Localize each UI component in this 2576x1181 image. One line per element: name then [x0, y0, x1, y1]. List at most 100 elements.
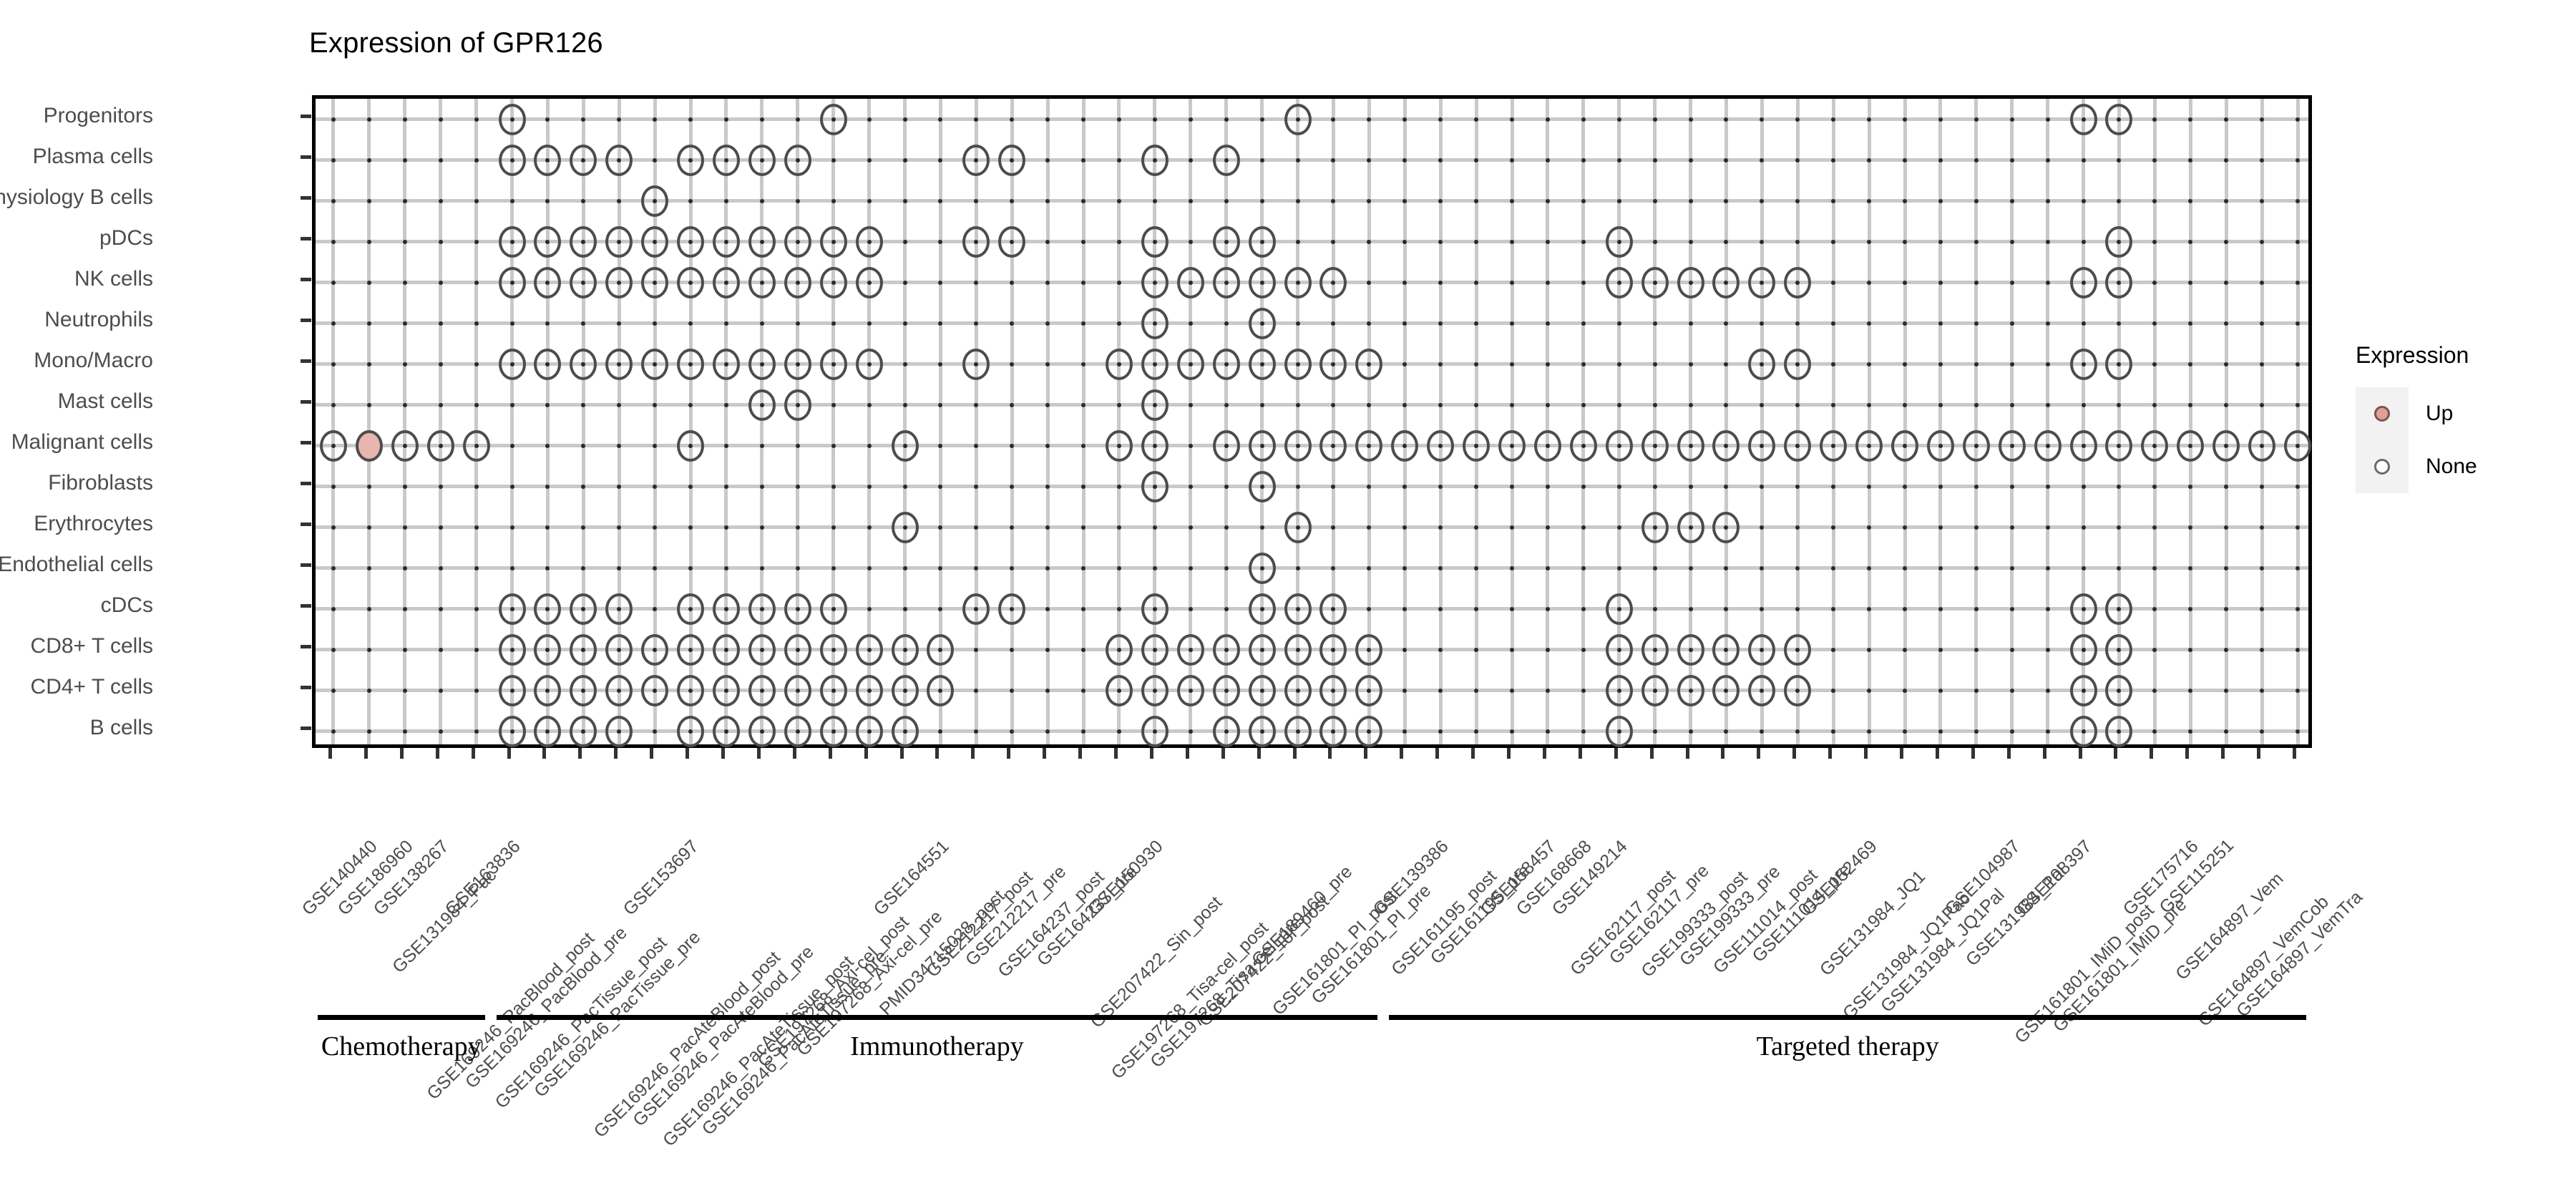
data-point-none[interactable]	[1176, 633, 1204, 666]
data-point-none[interactable]	[1212, 225, 1240, 258]
data-point-none[interactable]	[998, 593, 1026, 625]
data-point-none[interactable]	[1748, 348, 1776, 380]
data-point-none[interactable]	[534, 144, 562, 176]
data-point-none[interactable]	[534, 715, 562, 747]
data-point-none[interactable]	[2105, 266, 2133, 298]
data-point-none[interactable]	[498, 715, 526, 747]
data-point-none[interactable]	[1319, 429, 1347, 462]
data-point-none[interactable]	[605, 593, 633, 625]
data-point-none[interactable]	[426, 429, 454, 462]
data-point-none[interactable]	[2105, 715, 2133, 747]
data-point-none[interactable]	[1319, 266, 1347, 298]
data-point-none[interactable]	[498, 348, 526, 380]
data-point-none[interactable]	[1141, 225, 1169, 258]
data-point-none[interactable]	[1748, 266, 1776, 298]
data-point-none[interactable]	[605, 633, 633, 666]
data-point-none[interactable]	[1141, 429, 1169, 462]
data-point-none[interactable]	[2212, 429, 2240, 462]
data-point-up[interactable]	[355, 429, 383, 462]
data-point-none[interactable]	[1569, 429, 1597, 462]
data-point-none[interactable]	[2105, 103, 2133, 135]
data-point-none[interactable]	[1355, 715, 1383, 747]
data-point-none[interactable]	[712, 633, 740, 666]
data-point-none[interactable]	[1677, 429, 1704, 462]
data-point-none[interactable]	[1605, 633, 1633, 666]
data-point-none[interactable]	[1248, 715, 1276, 747]
data-point-none[interactable]	[1641, 511, 1669, 543]
data-point-none[interactable]	[1712, 511, 1740, 543]
data-point-none[interactable]	[498, 593, 526, 625]
data-point-none[interactable]	[2034, 429, 2062, 462]
data-point-none[interactable]	[641, 633, 669, 666]
data-point-none[interactable]	[1319, 674, 1347, 706]
data-point-none[interactable]	[962, 144, 990, 176]
data-point-none[interactable]	[2069, 348, 2097, 380]
data-point-none[interactable]	[1319, 348, 1347, 380]
data-point-none[interactable]	[1319, 593, 1347, 625]
data-point-none[interactable]	[891, 674, 919, 706]
data-point-none[interactable]	[712, 674, 740, 706]
legend-item[interactable]: None	[2356, 440, 2477, 493]
data-point-none[interactable]	[1248, 225, 1276, 258]
data-point-none[interactable]	[1284, 429, 1312, 462]
data-point-none[interactable]	[1141, 348, 1169, 380]
data-point-none[interactable]	[855, 348, 883, 380]
data-point-none[interactable]	[1248, 633, 1276, 666]
data-point-none[interactable]	[1926, 429, 1954, 462]
data-point-none[interactable]	[570, 225, 597, 258]
data-point-none[interactable]	[1677, 633, 1704, 666]
data-point-none[interactable]	[1355, 348, 1383, 380]
data-point-none[interactable]	[1248, 593, 1276, 625]
data-point-none[interactable]	[2177, 429, 2205, 462]
data-point-none[interactable]	[1141, 470, 1169, 502]
data-point-none[interactable]	[891, 633, 919, 666]
data-point-none[interactable]	[1176, 674, 1204, 706]
data-point-none[interactable]	[498, 144, 526, 176]
data-point-none[interactable]	[534, 633, 562, 666]
data-point-none[interactable]	[1212, 429, 1240, 462]
data-point-none[interactable]	[998, 144, 1026, 176]
data-point-none[interactable]	[2105, 429, 2133, 462]
data-point-none[interactable]	[1212, 715, 1240, 747]
data-point-none[interactable]	[641, 185, 669, 217]
data-point-none[interactable]	[1141, 389, 1169, 421]
data-point-none[interactable]	[1248, 307, 1276, 339]
data-point-none[interactable]	[784, 144, 811, 176]
data-point-none[interactable]	[641, 225, 669, 258]
data-point-none[interactable]	[1212, 674, 1240, 706]
data-point-none[interactable]	[1748, 429, 1776, 462]
data-point-none[interactable]	[1284, 348, 1312, 380]
data-point-none[interactable]	[1284, 593, 1312, 625]
data-point-none[interactable]	[1784, 348, 1812, 380]
data-point-none[interactable]	[748, 266, 776, 298]
data-point-none[interactable]	[1284, 266, 1312, 298]
data-point-none[interactable]	[534, 225, 562, 258]
data-point-none[interactable]	[855, 225, 883, 258]
data-point-none[interactable]	[784, 593, 811, 625]
data-point-none[interactable]	[819, 674, 847, 706]
data-point-none[interactable]	[1677, 674, 1704, 706]
data-point-none[interactable]	[677, 674, 705, 706]
data-point-none[interactable]	[1176, 266, 1204, 298]
data-point-none[interactable]	[2105, 225, 2133, 258]
data-point-none[interactable]	[784, 715, 811, 747]
data-point-none[interactable]	[1605, 593, 1633, 625]
data-point-none[interactable]	[677, 429, 705, 462]
data-point-none[interactable]	[855, 633, 883, 666]
data-point-none[interactable]	[784, 674, 811, 706]
data-point-none[interactable]	[1141, 307, 1169, 339]
data-point-none[interactable]	[677, 593, 705, 625]
data-point-none[interactable]	[2141, 429, 2169, 462]
data-point-none[interactable]	[2248, 429, 2276, 462]
data-point-none[interactable]	[1319, 633, 1347, 666]
data-point-none[interactable]	[748, 674, 776, 706]
data-point-none[interactable]	[855, 674, 883, 706]
data-point-none[interactable]	[927, 674, 955, 706]
data-point-none[interactable]	[1962, 429, 1990, 462]
data-point-none[interactable]	[712, 266, 740, 298]
data-point-none[interactable]	[1212, 348, 1240, 380]
data-point-none[interactable]	[1605, 715, 1633, 747]
data-point-none[interactable]	[570, 266, 597, 298]
data-point-none[interactable]	[605, 348, 633, 380]
data-point-none[interactable]	[1284, 511, 1312, 543]
